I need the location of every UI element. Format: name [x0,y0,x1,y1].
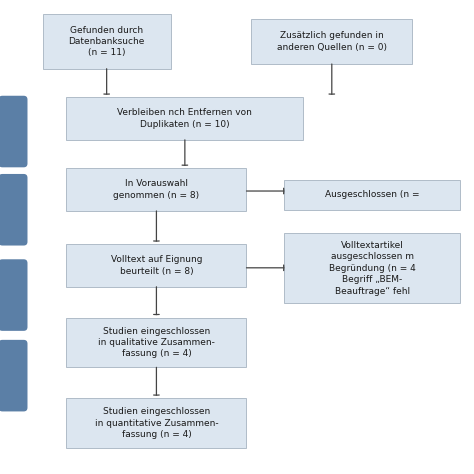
FancyBboxPatch shape [0,174,27,246]
FancyBboxPatch shape [251,19,412,64]
FancyBboxPatch shape [66,318,246,367]
Text: Ausgeschlossen (n =: Ausgeschlossen (n = [325,191,419,199]
Text: Gefunden durch
Datenbanksuche
(n = 11): Gefunden durch Datenbanksuche (n = 11) [68,26,145,57]
FancyBboxPatch shape [66,168,246,211]
FancyBboxPatch shape [66,97,303,140]
Text: Volltext auf Eignung
beurteilt (n = 8): Volltext auf Eignung beurteilt (n = 8) [110,255,202,276]
Text: Volltextartikel
ausgeschlossen m
Begründung (n = 4
Begriff „BEM-
Beauftrage“ feh: Volltextartikel ausgeschlossen m Begründ… [328,241,416,296]
Text: Studien eingeschlossen
in qualitative Zusammen-
fassung (n = 4): Studien eingeschlossen in qualitative Zu… [98,327,215,358]
Text: Zusätzlich gefunden in
anderen Quellen (n = 0): Zusätzlich gefunden in anderen Quellen (… [277,31,387,52]
FancyBboxPatch shape [0,259,27,331]
Text: Verbleiben nch Entfernen von
Duplikaten (n = 10): Verbleiben nch Entfernen von Duplikaten … [118,108,252,129]
FancyBboxPatch shape [43,14,171,69]
FancyBboxPatch shape [284,180,460,210]
FancyBboxPatch shape [0,340,27,411]
FancyBboxPatch shape [66,398,246,448]
FancyBboxPatch shape [0,96,27,167]
FancyBboxPatch shape [66,244,246,287]
FancyBboxPatch shape [284,233,460,303]
Text: Studien eingeschlossen
in quantitative Zusammen-
fassung (n = 4): Studien eingeschlossen in quantitative Z… [95,407,218,439]
Text: In Vorauswahl
genommen (n = 8): In Vorauswahl genommen (n = 8) [113,179,200,200]
